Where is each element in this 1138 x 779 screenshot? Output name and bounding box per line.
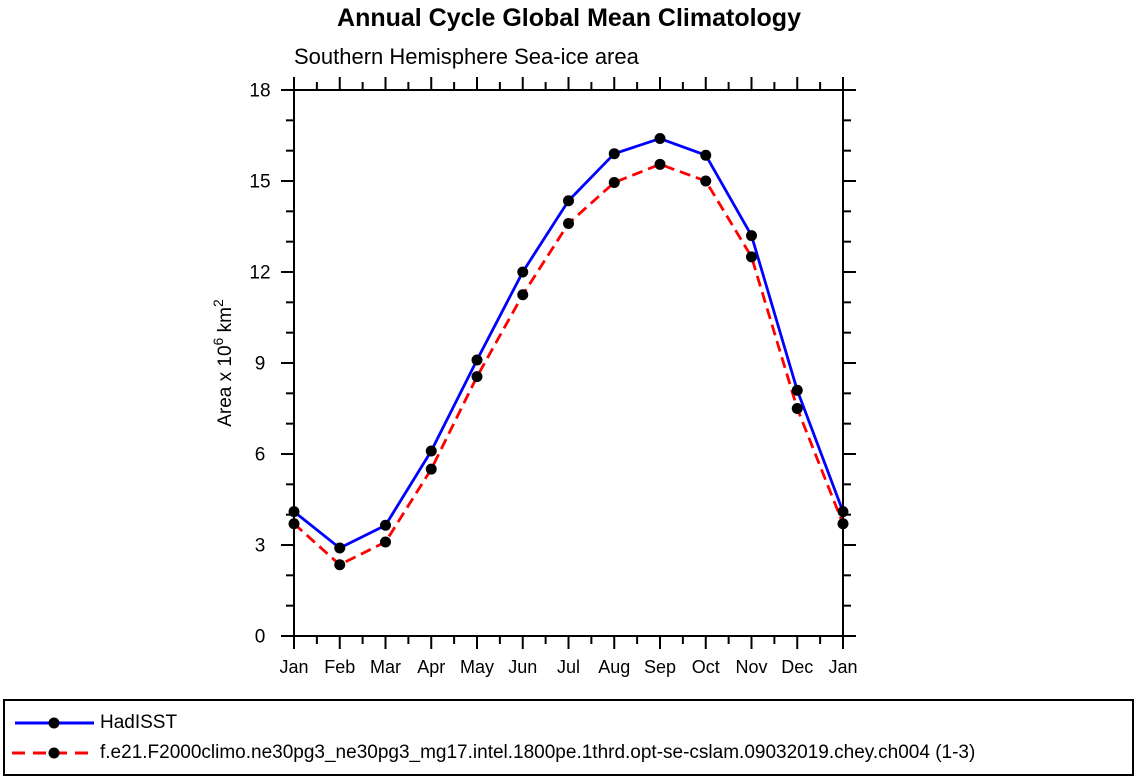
data-point-marker-1 xyxy=(654,158,666,170)
y-axis-title: Area x 106 km2 xyxy=(210,299,236,427)
x-tick-label: Apr xyxy=(417,657,445,677)
data-point-marker-1 xyxy=(746,251,757,263)
x-tick-label: Mar xyxy=(370,657,401,677)
data-point-marker-1 xyxy=(471,371,483,383)
data-point-marker-0 xyxy=(380,519,391,531)
y-tick-label: 18 xyxy=(249,81,270,102)
plot-frame xyxy=(293,89,844,637)
x-tick-label: Feb xyxy=(324,657,355,677)
data-point-marker-1 xyxy=(837,518,849,530)
x-tick-label: Oct xyxy=(692,657,720,677)
data-point-marker-1 xyxy=(380,536,391,548)
data-point-marker-1 xyxy=(425,463,437,475)
y-tick-label: 12 xyxy=(249,263,270,284)
x-tick-label: Aug xyxy=(598,657,630,677)
data-point-marker-0 xyxy=(563,195,574,207)
legend-label-hadisst: HadISST xyxy=(100,711,178,733)
x-tick-label: Nov xyxy=(735,657,767,677)
legend-swatch-solid xyxy=(15,717,94,728)
legend-label-model: f.e21.F2000climo.ne30pg3_ne30pg3_mg17.in… xyxy=(100,741,976,763)
data-point-marker-0 xyxy=(425,445,437,457)
legend-box: HadISST f.e21.F2000climo.ne30pg3_ne30pg3… xyxy=(3,699,1134,776)
data-point-marker-1 xyxy=(608,177,620,189)
legend-entry-model: f.e21.F2000climo.ne30pg3_ne30pg3_mg17.in… xyxy=(10,739,1132,766)
x-tick-label: Jun xyxy=(508,657,537,677)
chart-title: Annual Cycle Global Mean Climatology xyxy=(337,4,801,32)
data-point-marker-0 xyxy=(746,230,757,242)
data-point-marker-1 xyxy=(334,559,346,571)
x-tick-label: Jan xyxy=(279,657,308,677)
y-tick-label: 15 xyxy=(249,172,270,193)
x-tick-label: Jan xyxy=(828,657,857,677)
data-point-marker-0 xyxy=(608,148,620,160)
x-tick-label: Sep xyxy=(644,657,676,677)
x-tick-label: Jul xyxy=(557,657,580,677)
data-point-marker-1 xyxy=(517,289,529,301)
data-point-marker-0 xyxy=(517,266,529,278)
legend-marker-0 xyxy=(48,717,60,728)
data-point-marker-1 xyxy=(288,518,300,530)
data-point-marker-1 xyxy=(791,403,803,414)
data-point-marker-0 xyxy=(654,133,666,145)
y-tick-label: 9 xyxy=(255,354,266,375)
legend-swatch-dashed xyxy=(12,747,94,758)
chart-subtitle: Southern Hemisphere Sea-ice area xyxy=(294,44,639,69)
y-tick-label: 0 xyxy=(255,627,266,648)
data-point-marker-0 xyxy=(334,542,346,554)
legend-marker-1 xyxy=(48,747,60,758)
data-point-marker-0 xyxy=(791,384,803,396)
data-point-marker-1 xyxy=(700,175,712,187)
x-tick-label: Dec xyxy=(781,657,813,677)
data-point-marker-0 xyxy=(471,354,483,366)
legend-entry-hadisst: HadISST xyxy=(10,709,1132,736)
y-tick-label: 6 xyxy=(255,445,266,466)
data-point-marker-0 xyxy=(837,506,849,518)
y-tick-label: 3 xyxy=(255,536,266,557)
data-point-marker-1 xyxy=(563,217,574,229)
plot-area: Jan Feb Mar Apr May Jun Jul Aug Sep Oct Nov Dec Jan 0… xyxy=(210,77,858,677)
data-point-marker-0 xyxy=(288,506,300,518)
data-point-marker-0 xyxy=(700,149,712,161)
x-tick-label: May xyxy=(460,657,494,677)
